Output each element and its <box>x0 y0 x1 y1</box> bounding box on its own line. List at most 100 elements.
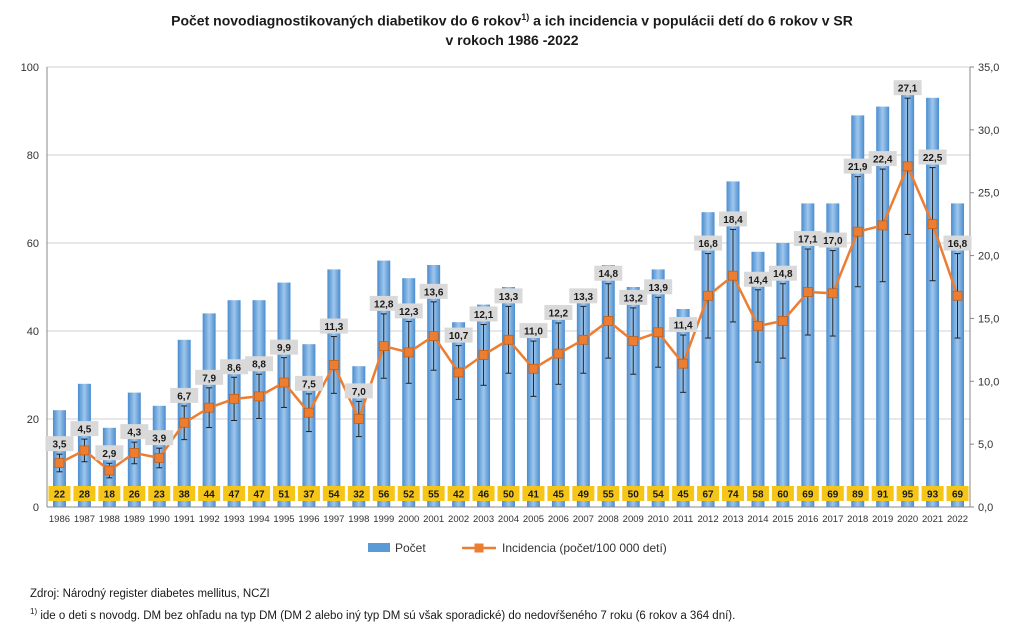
bar-value-label: 69 <box>827 490 839 501</box>
line-label-box <box>694 235 723 251</box>
incidence-marker <box>378 341 389 351</box>
incidence-marker <box>603 316 614 326</box>
bar-label-box <box>173 486 196 501</box>
data-labels: 22 3,5 28 4,5 18 2,9 26 4,3 23 3,9 38 6,7 44 7,9 47 8,6… <box>45 80 972 501</box>
bar-value-label: 23 <box>154 490 166 501</box>
bar-value-label: 18 <box>104 490 116 501</box>
bar-label-box <box>372 486 395 501</box>
line-value-label: 12,2 <box>549 308 569 319</box>
x-tick-label: 2011 <box>673 514 693 525</box>
y-left-tick-label: 0 <box>33 502 39 514</box>
line-label-box <box>544 304 573 320</box>
axes: 0 20 40 60 80 100 0,0 5,0 10,0 15,0 20,0 25,0 30,0 35… <box>21 62 1000 525</box>
bar-value-label: 49 <box>578 490 590 501</box>
incidence-marker <box>328 360 339 370</box>
bar <box>926 97 940 508</box>
bar-value-label: 42 <box>453 490 465 501</box>
x-tick-label: 2017 <box>822 514 843 525</box>
bar-value-label: 93 <box>927 490 939 501</box>
incidence-marker <box>653 327 664 338</box>
bar-label-box <box>722 486 745 501</box>
line-value-label: 7,5 <box>302 379 316 390</box>
line-value-label: 22,5 <box>923 153 943 164</box>
line-value-label: 2,9 <box>102 449 116 460</box>
line-label-box <box>419 283 448 299</box>
line-label-box <box>793 231 822 247</box>
line-label-box <box>70 421 99 437</box>
bar-label-box <box>846 486 869 501</box>
line-label-box <box>669 317 698 333</box>
bar-value-label: 38 <box>179 490 191 501</box>
footnote-marker: 1) <box>30 607 38 616</box>
x-tick-label: 2021 <box>922 514 943 525</box>
bar-label-box <box>597 486 620 501</box>
x-tick-label: 1996 <box>298 514 319 525</box>
footnotes: Zdroj: Národný register diabetes mellitu… <box>30 585 735 625</box>
bar-value-label: 32 <box>353 490 365 501</box>
bar <box>851 115 865 508</box>
bar-value-label: 55 <box>603 490 615 501</box>
line-value-label: 13,6 <box>424 287 444 298</box>
bar-value-label: 26 <box>129 490 141 501</box>
bar-label-box <box>871 486 894 501</box>
y-right-tick-label: 5,0 <box>978 439 993 451</box>
line-label-box <box>868 151 897 167</box>
x-tick-label: 2005 <box>523 514 544 525</box>
line-label-box <box>893 80 922 96</box>
line-value-label: 4,5 <box>77 425 91 436</box>
line-value-label: 22,4 <box>873 155 893 166</box>
bar-label-box <box>472 486 495 501</box>
chart-title-line2: v rokoch 1986 -2022 <box>445 31 579 48</box>
y-right-tick-label: 0,0 <box>978 502 993 514</box>
bar-label-box <box>771 486 794 501</box>
x-tick-label: 2010 <box>648 514 669 525</box>
bar-value-label: 47 <box>253 490 265 501</box>
bar-label-box <box>272 486 295 501</box>
incidence-marker <box>54 458 65 468</box>
y-right-tick-label: 15,0 <box>978 313 999 325</box>
x-tick-label: 1998 <box>348 514 369 525</box>
title-line1-text: Počet novodiagnostikovaných diabetikov d… <box>171 12 522 29</box>
line-label-box <box>170 387 199 403</box>
x-tick-label: 1994 <box>248 514 269 525</box>
incidence-line <box>54 161 963 476</box>
bar <box>377 260 391 507</box>
x-tick-label: 1995 <box>273 514 294 525</box>
bar-value-label: 41 <box>528 490 540 501</box>
x-tick-label: 2016 <box>797 514 818 525</box>
footnote-1: 1) ide o deti s novodg. DM bez ohľadu na… <box>30 603 735 625</box>
incidence-marker <box>503 334 514 345</box>
x-tick-label: 2008 <box>598 514 619 525</box>
y-left-tick-label: 80 <box>27 150 39 162</box>
line-value-label: 16,8 <box>698 239 718 250</box>
incidence-marker <box>428 331 439 341</box>
x-tick-label: 1989 <box>124 514 145 525</box>
line-label-box <box>768 265 797 281</box>
line-label-box <box>344 383 373 399</box>
x-tick-label: 2012 <box>697 514 718 525</box>
x-tick-label: 2015 <box>772 514 793 525</box>
bar-value-label: 47 <box>229 490 241 501</box>
bar-label-box <box>522 486 545 501</box>
x-tick-label: 1992 <box>199 514 220 525</box>
bar-label-box <box>198 486 221 501</box>
incidence-marker <box>852 226 863 237</box>
y-right-tick-label: 30,0 <box>978 125 999 137</box>
line-label-box <box>319 318 348 334</box>
line-label-box <box>95 445 124 461</box>
line-value-label: 13,3 <box>574 292 594 303</box>
bar-label-box <box>547 486 570 501</box>
incidence-marker <box>753 321 763 331</box>
bar <box>427 265 441 507</box>
incidence-marker <box>553 348 564 359</box>
legend: Počet Incidencia (počet/100 000 detí) <box>368 541 667 555</box>
bar <box>826 203 840 507</box>
y-left-tick-label: 60 <box>27 238 39 250</box>
line-label-box <box>943 235 972 251</box>
line-label-box <box>45 436 74 452</box>
line-value-label: 7,0 <box>352 387 366 398</box>
bar <box>901 89 915 507</box>
line-value-label: 10,7 <box>449 331 469 342</box>
legend-line-label: Incidencia (počet/100 000 detí) <box>502 541 667 555</box>
